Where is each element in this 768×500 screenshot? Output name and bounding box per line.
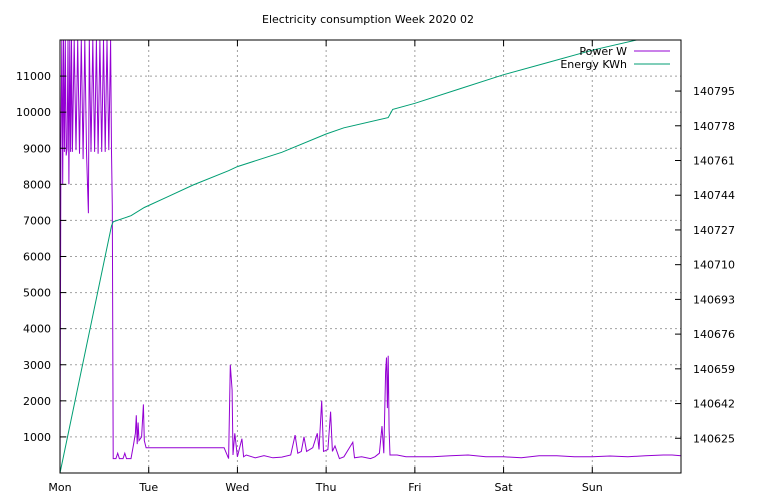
y2-tick-label: 140761 bbox=[693, 155, 735, 168]
y-tick-label: 7000 bbox=[23, 214, 51, 227]
series-layer bbox=[59, 39, 682, 474]
x-tick-label: Wed bbox=[225, 481, 249, 494]
series-line-energy bbox=[59, 39, 681, 474]
y-tick-label: 11000 bbox=[16, 70, 51, 83]
y2-tick-label: 140693 bbox=[693, 293, 735, 306]
legend: Power W Energy KWh bbox=[560, 45, 670, 71]
y-tick-label: 6000 bbox=[23, 251, 51, 264]
y2-tick-label: 140778 bbox=[693, 120, 735, 133]
y-tick-label: 10000 bbox=[16, 106, 51, 119]
y2-tick-label: 140795 bbox=[693, 85, 735, 98]
axis-ticks: Mon Tue Wed Thu Fri Sat Sun 1000 2000 3000 4000 500… bbox=[16, 40, 735, 494]
y-tick-label: 2000 bbox=[23, 395, 51, 408]
y2-tick-label: 140727 bbox=[693, 224, 735, 237]
grid-lines bbox=[60, 40, 681, 473]
y2-tick-label: 140625 bbox=[693, 432, 735, 445]
y2-tick-label: 140710 bbox=[693, 259, 735, 272]
x-tick-label: Thu bbox=[315, 481, 337, 494]
y-tick-label: 4000 bbox=[23, 323, 51, 336]
y-tick-label: 3000 bbox=[23, 359, 51, 372]
y2-tick-label: 140642 bbox=[693, 398, 735, 411]
y-tick-label: 8000 bbox=[23, 178, 51, 191]
y2-tick-label: 140659 bbox=[693, 363, 735, 376]
x-tick-label: Fri bbox=[408, 481, 421, 494]
y2-tick-label: 140744 bbox=[693, 189, 735, 202]
legend-label-power: Power W bbox=[579, 45, 627, 58]
y-tick-label: 5000 bbox=[23, 287, 51, 300]
x-tick-label: Sun bbox=[582, 481, 603, 494]
y-tick-label: 1000 bbox=[23, 431, 51, 444]
chart-title: Electricity consumption Week 2020 02 bbox=[262, 13, 474, 26]
x-tick-label: Tue bbox=[138, 481, 158, 494]
x-tick-label: Mon bbox=[48, 481, 71, 494]
x-tick-label: Sat bbox=[495, 481, 514, 494]
y-tick-label: 9000 bbox=[23, 142, 51, 155]
series-line-power bbox=[59, 39, 682, 474]
legend-label-energy: Energy KWh bbox=[560, 58, 627, 71]
y2-tick-label: 140676 bbox=[693, 328, 735, 341]
